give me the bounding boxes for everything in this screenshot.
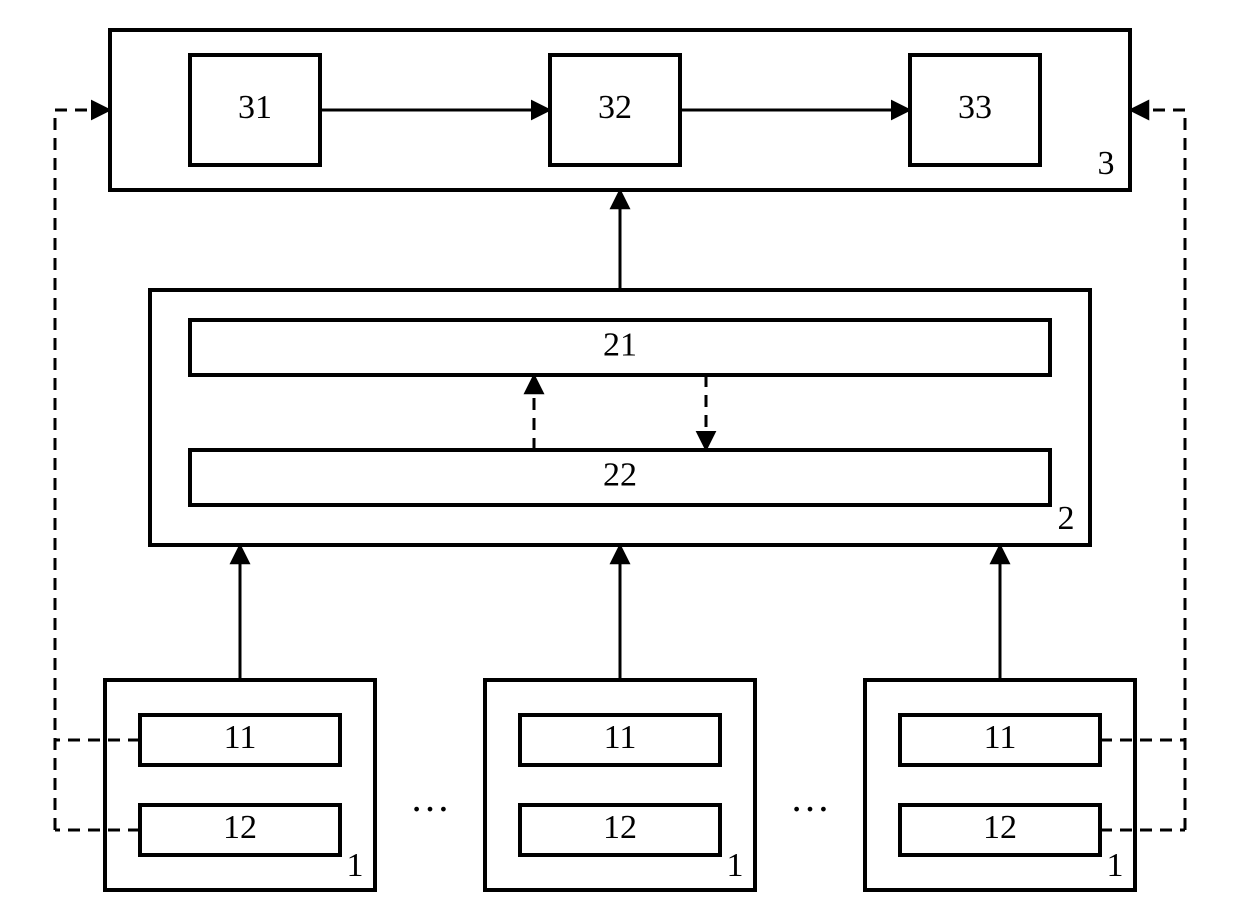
block-2-corner-label: 2	[1058, 500, 1075, 537]
block-1-outer-0	[105, 680, 375, 890]
box-21-label: 21	[603, 326, 637, 363]
dashed-right-route	[1130, 110, 1185, 830]
block-1-corner-label-0: 1	[347, 847, 364, 884]
box-12-label-0: 12	[223, 809, 257, 846]
box-11-label-2: 11	[984, 719, 1017, 756]
block-1-outer-1	[485, 680, 755, 890]
ellipsis-1: …	[790, 775, 830, 820]
box-33-label: 33	[958, 89, 992, 126]
block-3-corner-label: 3	[1098, 145, 1115, 182]
dashed-left-route	[55, 110, 110, 830]
block-1-corner-label-2: 1	[1107, 847, 1124, 884]
box-11-label-0: 11	[224, 719, 257, 756]
box-11-label-1: 11	[604, 719, 637, 756]
box-31-label: 31	[238, 89, 272, 126]
box-32-label: 32	[598, 89, 632, 126]
block-1-corner-label-1: 1	[727, 847, 744, 884]
box-22-label: 22	[603, 456, 637, 493]
box-12-label-2: 12	[983, 809, 1017, 846]
box-12-label-1: 12	[603, 809, 637, 846]
ellipsis-0: …	[410, 775, 450, 820]
block-1-outer-2	[865, 680, 1135, 890]
